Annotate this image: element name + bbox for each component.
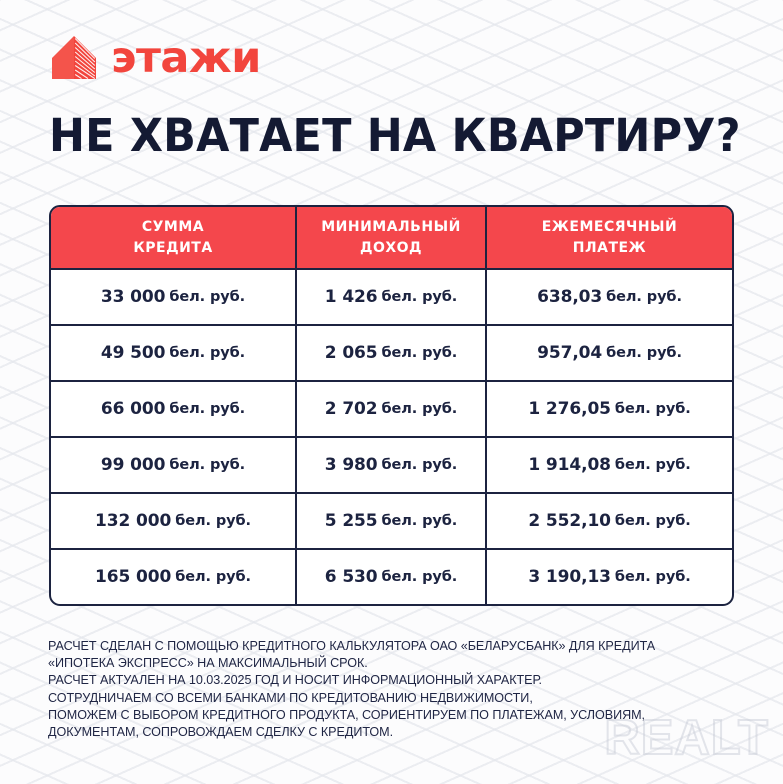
cell-loan-amount: 33 000 бел. руб. [51, 270, 297, 324]
value-monthly-payment: 3 190,13 [528, 567, 611, 587]
unit-label: бел. руб. [169, 289, 246, 305]
unit-label: бел. руб. [614, 513, 691, 529]
table-row: 132 000 бел. руб. 5 255 бел. руб. 2 552,10… [51, 494, 732, 550]
value-min-income: 2 702 [324, 399, 378, 419]
value-min-income: 1 426 [324, 287, 378, 307]
unit-label: бел. руб. [614, 569, 691, 585]
disclaimer-line-4: СОТРУДНИЧАЕМ СО ВСЕМИ БАНКАМИ ПО КРЕДИТО… [48, 690, 533, 705]
cell-monthly-payment: 3 190,13 бел. руб. [487, 550, 732, 604]
unit-label: бел. руб. [381, 401, 458, 417]
column-header-min-income-line2: ДОХОД [359, 239, 423, 256]
value-min-income: 2 065 [324, 343, 378, 363]
unit-label: бел. руб. [381, 289, 458, 305]
unit-label: бел. руб. [606, 289, 682, 305]
cell-min-income: 2 065 бел. руб. [297, 326, 487, 380]
realt-watermark: REALT [603, 710, 769, 766]
cell-min-income: 1 426 бел. руб. [297, 270, 487, 324]
table-row: 165 000 бел. руб. 6 530 бел. руб. 3 190,13… [51, 550, 732, 604]
unit-label: бел. руб. [175, 569, 251, 585]
page-title: НЕ ХВАТАЕТ НА КВАРТИРУ? [49, 109, 741, 162]
value-min-income: 3 980 [324, 455, 378, 475]
column-header-loan-amount: СУММА КРЕДИТА [51, 207, 297, 268]
disclaimer-line-2: «ИПОТЕКА ЭКСПРЕСС» НА МАКСИМАЛЬНЫЙ СРОК. [48, 656, 368, 671]
column-header-monthly-payment-line2: ПЛАТЕЖ [572, 239, 647, 256]
value-monthly-payment: 957,04 [537, 343, 603, 363]
unit-label: бел. руб. [381, 513, 458, 529]
unit-label: бел. руб. [381, 569, 458, 585]
value-loan-amount: 33 000 [100, 287, 166, 307]
cell-loan-amount: 165 000 бел. руб. [51, 550, 297, 604]
disclaimer-line-1: РАСЧЕТ СДЕЛАН С ПОМОЩЬЮ КРЕДИТНОГО КАЛЬК… [48, 639, 656, 653]
disclaimer-text: РАСЧЕТ СДЕЛАН С ПОМОЩЬЮ КРЕДИТНОГО КАЛЬК… [48, 638, 748, 741]
unit-label: бел. руб. [169, 401, 246, 417]
cell-monthly-payment: 957,04 бел. руб. [487, 326, 732, 380]
table-row: 33 000 бел. руб. 1 426 бел. руб. 638,03 бел… [51, 270, 732, 326]
cell-monthly-payment: 2 552,10 бел. руб. [487, 494, 732, 548]
value-loan-amount: 99 000 [100, 455, 166, 475]
unit-label: бел. руб. [169, 345, 246, 361]
value-monthly-payment: 2 552,10 [528, 511, 611, 531]
cell-monthly-payment: 1 914,08 бел. руб. [487, 438, 732, 492]
unit-label: бел. руб. [614, 401, 691, 417]
column-header-min-income-line1: МИНИМАЛЬНЫЙ [321, 219, 461, 236]
cell-loan-amount: 99 000 бел. руб. [51, 438, 297, 492]
unit-label: бел. руб. [381, 457, 458, 473]
cell-monthly-payment: 638,03 бел. руб. [487, 270, 732, 324]
unit-label: бел. руб. [175, 513, 251, 529]
column-header-monthly-payment: ЕЖЕМЕСЯЧНЫЙ ПЛАТЕЖ [487, 207, 732, 268]
cell-min-income: 5 255 бел. руб. [297, 494, 487, 548]
column-header-min-income: МИНИМАЛЬНЫЙ ДОХОД [297, 207, 487, 268]
cell-monthly-payment: 1 276,05 бел. руб. [487, 382, 732, 436]
cell-loan-amount: 49 500 бел. руб. [51, 326, 297, 380]
disclaimer-line-3: РАСЧЕТ АКТУАЛЕН НА 10.03.2025 ГОД И НОСИ… [48, 673, 542, 688]
unit-label: бел. руб. [381, 345, 458, 361]
value-monthly-payment: 1 276,05 [528, 399, 611, 419]
brand-name: этажи [111, 33, 261, 83]
value-loan-amount: 165 000 [95, 567, 172, 587]
disclaimer-line-6: ДОКУМЕНТАМ, СОПРОВОЖДАЕМ СДЕЛКУ С КРЕДИТ… [48, 725, 394, 740]
value-min-income: 6 530 [324, 567, 378, 587]
value-monthly-payment: 638,03 [537, 287, 603, 307]
etazhi-building-icon [48, 33, 100, 82]
disclaimer-line-5: ПОМОЖЕМ С ВЫБОРОМ КРЕДИТНОГО ПРОДУКТА, С… [48, 707, 646, 722]
table-row: 66 000 бел. руб. 2 702 бел. руб. 1 276,05 б… [51, 382, 732, 438]
table-row: 99 000 бел. руб. 3 980 бел. руб. 1 914,08 б… [51, 438, 732, 494]
cell-min-income: 2 702 бел. руб. [297, 382, 487, 436]
value-loan-amount: 49 500 [100, 343, 166, 363]
unit-label: бел. руб. [614, 457, 691, 473]
column-header-loan-amount-line1: СУММА [141, 219, 205, 236]
cell-loan-amount: 66 000 бел. руб. [51, 382, 297, 436]
table-header-row: СУММА КРЕДИТА МИНИМАЛЬНЫЙ ДОХОД ЕЖЕМЕСЯЧ… [51, 207, 732, 270]
unit-label: бел. руб. [169, 457, 246, 473]
credit-table: СУММА КРЕДИТА МИНИМАЛЬНЫЙ ДОХОД ЕЖЕМЕСЯЧ… [49, 205, 734, 606]
unit-label: бел. руб. [606, 345, 682, 361]
cell-min-income: 6 530 бел. руб. [297, 550, 487, 604]
brand-logo[interactable]: этажи [48, 33, 261, 82]
column-header-monthly-payment-line1: ЕЖЕМЕСЯЧНЫЙ [541, 219, 678, 236]
value-monthly-payment: 1 914,08 [528, 455, 611, 475]
value-min-income: 5 255 [324, 511, 378, 531]
column-header-loan-amount-line2: КРЕДИТА [133, 239, 213, 256]
value-loan-amount: 66 000 [100, 399, 166, 419]
table-row: 49 500 бел. руб. 2 065 бел. руб. 957,04 бел… [51, 326, 732, 382]
cell-loan-amount: 132 000 бел. руб. [51, 494, 297, 548]
value-loan-amount: 132 000 [95, 511, 172, 531]
cell-min-income: 3 980 бел. руб. [297, 438, 487, 492]
